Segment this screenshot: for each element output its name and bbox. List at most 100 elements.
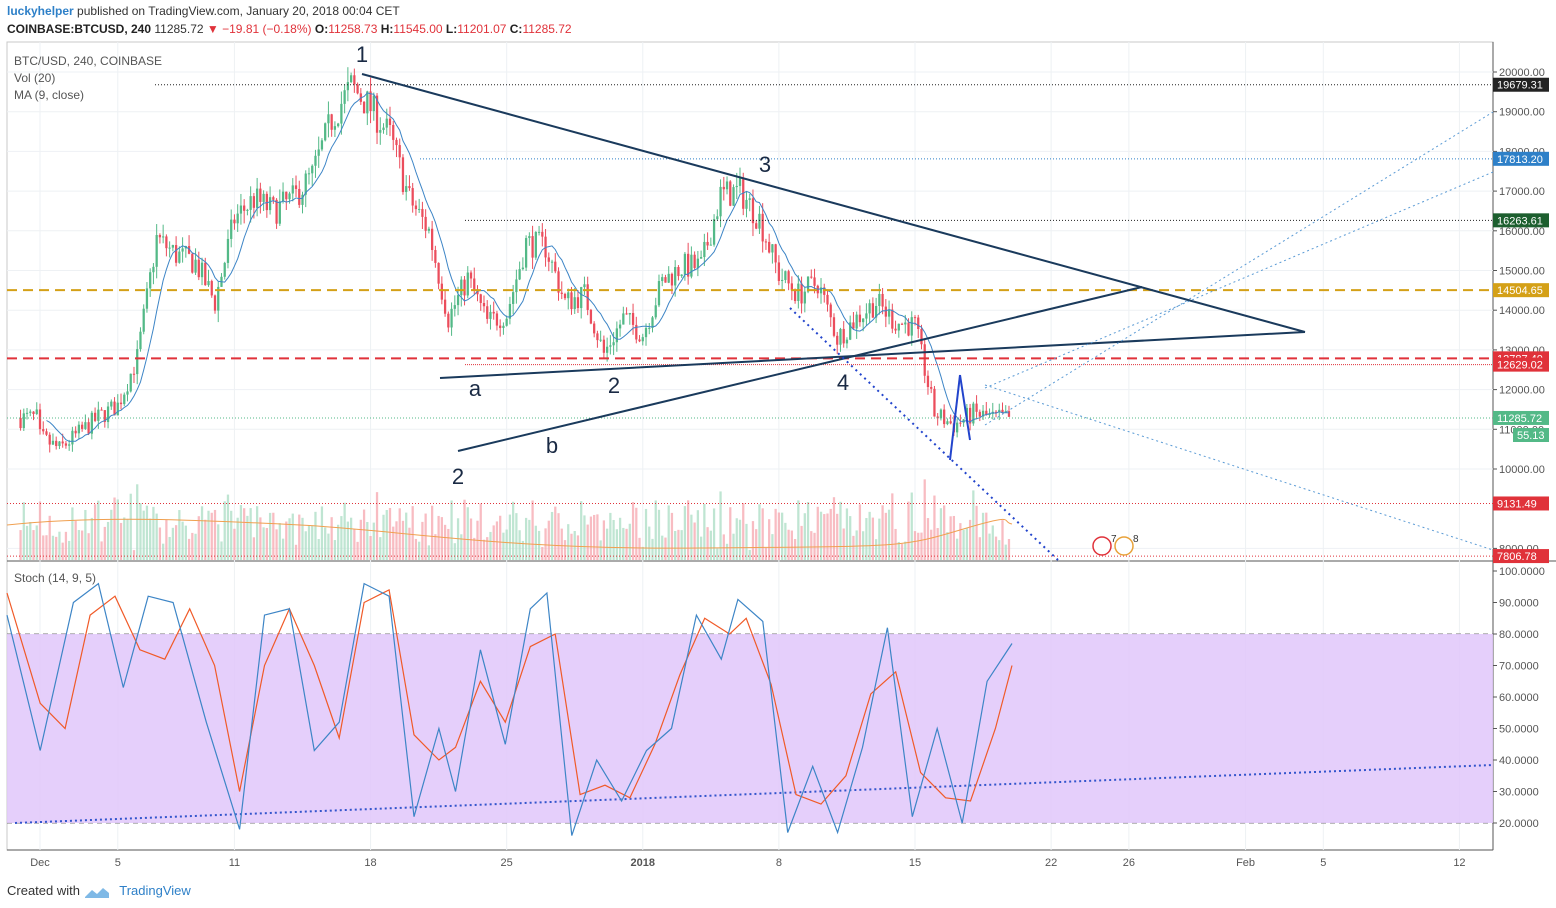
- candle-body: [725, 181, 729, 190]
- candle-body: [910, 317, 913, 336]
- footer-brand[interactable]: TradingView: [119, 883, 191, 898]
- candle-body: [45, 431, 48, 435]
- x-tick-label: 11: [229, 857, 240, 869]
- volume-bar: [725, 543, 729, 560]
- candle-body: [897, 323, 900, 331]
- volume-bar: [51, 535, 55, 560]
- volume-bar: [450, 500, 453, 560]
- price-level-label: 7806.78: [1497, 551, 1537, 563]
- x-tick-label: 26: [1123, 857, 1135, 869]
- volume-bar: [317, 539, 320, 560]
- volume-bar: [311, 525, 314, 560]
- legend-title[interactable]: BTC/USD, 240, COINBASE: [14, 54, 163, 68]
- stoch-trendline: [14, 764, 1494, 824]
- candle-body: [356, 84, 359, 94]
- candle-body: [537, 231, 541, 233]
- volume-bar: [605, 528, 609, 560]
- candle-body: [492, 311, 495, 314]
- candle-body: [563, 293, 567, 299]
- price-level-label: 16263.61: [1497, 215, 1543, 227]
- candle-body: [197, 259, 200, 278]
- close-value: 11285.72: [522, 22, 572, 36]
- candle-body: [1004, 411, 1007, 413]
- candle-body: [450, 308, 453, 328]
- candle-body: [226, 238, 230, 263]
- candle-body: [887, 309, 891, 317]
- candle-body: [813, 277, 816, 286]
- volume-bar: [550, 511, 554, 560]
- volume-bar: [110, 509, 113, 560]
- volume-bar: [654, 500, 657, 560]
- volume-bar: [200, 506, 204, 560]
- stoch-tick-label: 90.0000: [1499, 598, 1539, 610]
- volume-bar: [729, 507, 732, 560]
- volume-bar: [80, 530, 84, 560]
- volume-bar: [136, 484, 139, 560]
- volume-bar: [288, 518, 291, 560]
- candle-body: [427, 228, 431, 231]
- volume-bar: [152, 506, 155, 560]
- candle-body: [800, 283, 803, 304]
- legend-volume[interactable]: Vol (20): [14, 71, 56, 85]
- candle-body: [191, 253, 194, 273]
- volume-bar: [460, 534, 463, 560]
- volume-bar: [369, 535, 372, 560]
- candle-body: [469, 272, 473, 279]
- stoch-tick-label: 20.0000: [1499, 818, 1539, 830]
- author-link[interactable]: luckyhelper: [7, 4, 74, 18]
- stoch-legend[interactable]: Stoch (14, 9, 5): [14, 571, 97, 585]
- candle-body: [349, 75, 353, 83]
- volume-bar: [505, 529, 508, 560]
- candle-body: [923, 344, 926, 376]
- candle-body: [638, 339, 641, 342]
- volume-bar: [609, 512, 612, 560]
- volume-bar: [113, 497, 116, 560]
- volume-bar: [463, 499, 466, 560]
- wave-label: b: [546, 433, 558, 458]
- volume-bar: [217, 524, 220, 560]
- volume-bar: [612, 519, 615, 560]
- candle-body: [596, 333, 599, 341]
- candle-body: [716, 216, 719, 220]
- candle-body: [534, 232, 537, 258]
- volume-bar: [716, 548, 719, 560]
- volume-bar: [142, 510, 145, 560]
- x-tick-label: 12: [1453, 857, 1465, 869]
- candle-body: [346, 82, 350, 91]
- volume-bar: [320, 506, 324, 560]
- volume-bar: [768, 519, 771, 560]
- price-level-label: 17813.20: [1497, 154, 1543, 166]
- candle-body: [239, 205, 243, 214]
- volume-bar: [554, 506, 557, 560]
- volume-bar: [904, 541, 907, 560]
- candle-body: [126, 391, 129, 395]
- candle-body: [171, 245, 175, 248]
- volume-bar: [359, 519, 362, 560]
- high-label: H:: [380, 22, 394, 36]
- volume-bar: [158, 527, 162, 560]
- volume-bar: [220, 541, 223, 560]
- price-level-tag: [1493, 77, 1549, 92]
- volume-bar: [930, 529, 933, 560]
- volume-bar: [443, 524, 447, 560]
- volume-bar: [236, 517, 239, 560]
- volume-bar: [100, 541, 103, 560]
- candle-body: [460, 279, 463, 296]
- candle-body: [265, 193, 268, 211]
- volume-bar: [803, 513, 806, 560]
- volume-bar: [401, 520, 405, 560]
- volume-bar: [165, 519, 168, 560]
- volume-bar: [268, 512, 272, 560]
- candle-body: [677, 267, 680, 277]
- legend-ma[interactable]: MA (9, close): [14, 88, 85, 102]
- price-change: −19.81 (−0.18%): [222, 22, 312, 36]
- candle-body: [573, 297, 576, 310]
- candle-body: [547, 257, 550, 262]
- candle-body: [230, 219, 233, 239]
- volume-bar: [239, 505, 243, 560]
- volume-bar: [638, 537, 641, 560]
- volume-bar: [631, 502, 635, 560]
- candle-body: [174, 245, 178, 263]
- candle-body: [482, 302, 486, 307]
